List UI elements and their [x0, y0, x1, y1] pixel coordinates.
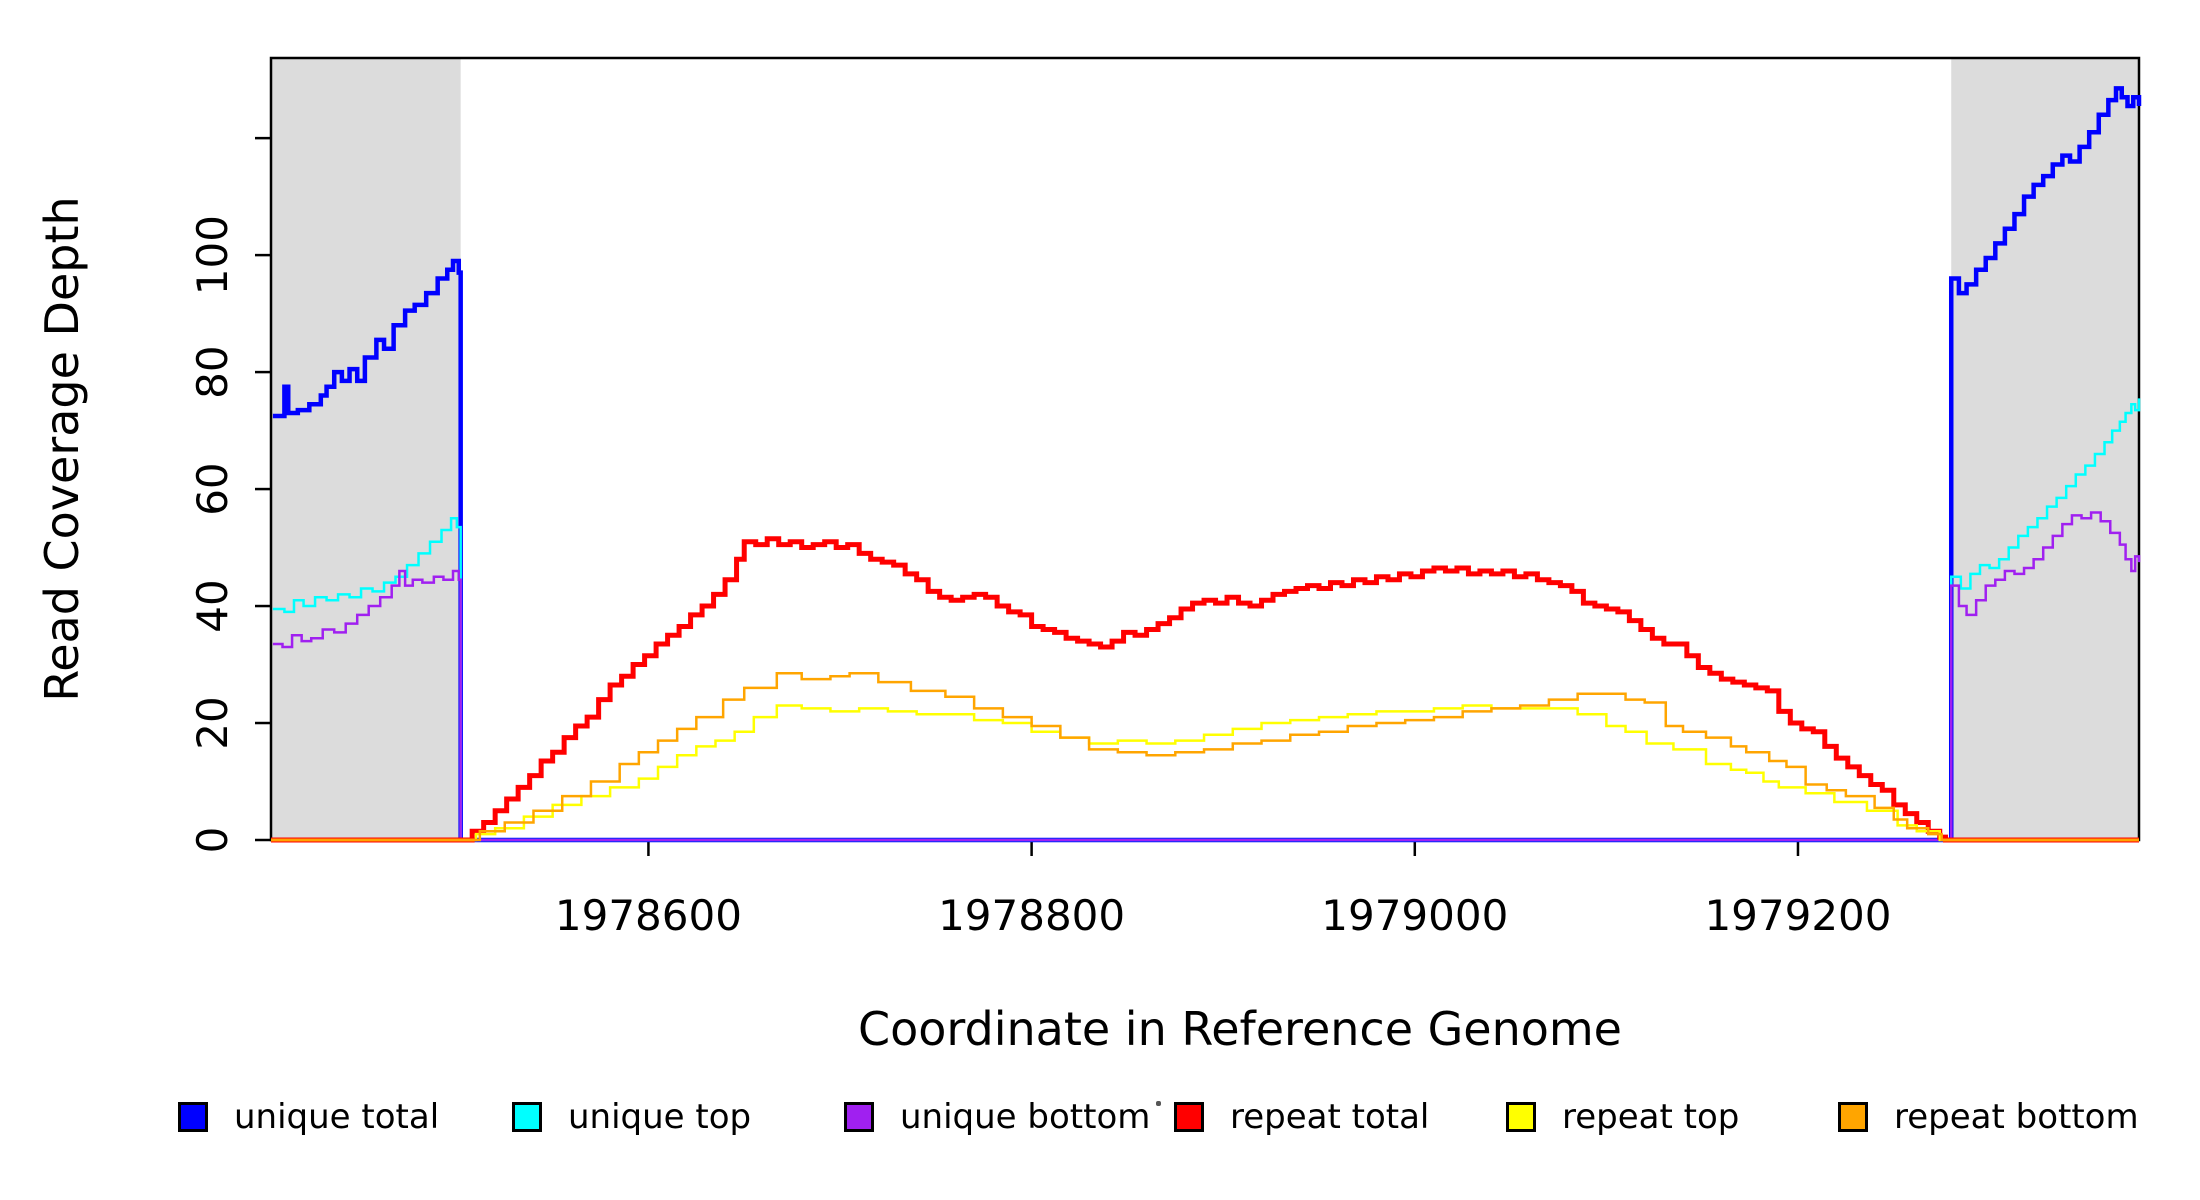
- y-axis-tick-label: 0: [188, 827, 237, 854]
- series-unique-top: [272, 398, 2141, 842]
- y-axis-tick-label: 60: [188, 462, 237, 515]
- legend-label: repeat bottom: [1894, 1097, 2139, 1137]
- legend-item-unique-total: unique total: [178, 1097, 440, 1137]
- legend-label: unique total: [234, 1097, 440, 1137]
- x-axis-tick-label: 1978600: [555, 891, 742, 940]
- stray-dot-artifact: [1156, 1101, 1161, 1106]
- y-axis-title: Read Coverage Depth: [35, 196, 89, 701]
- x-axis-title: Coordinate in Reference Genome: [858, 1002, 1622, 1056]
- repeat-total-swatch-icon: [1174, 1102, 1204, 1132]
- repeat-top-swatch-icon: [1506, 1102, 1536, 1132]
- unique-total-swatch-icon: [178, 1102, 208, 1132]
- y-axis-tick-label: 100: [188, 215, 237, 295]
- x-axis-tick-label: 1978800: [938, 891, 1125, 940]
- legend-item-repeat-top: repeat top: [1506, 1097, 1740, 1137]
- legend-item-unique-bottom: unique bottom: [844, 1097, 1151, 1137]
- legend-item-unique-top: unique top: [512, 1097, 752, 1137]
- legend-item-repeat-bottom: repeat bottom: [1838, 1097, 2139, 1137]
- series-unique-total: [272, 86, 2142, 843]
- legend-label: unique bottom: [900, 1097, 1151, 1137]
- legend-label: unique top: [568, 1097, 752, 1137]
- y-axis-tick-label: 80: [188, 345, 237, 398]
- series-repeat-top: [271, 704, 2139, 842]
- y-axis-tick-label: 20: [188, 696, 237, 749]
- legend-item-repeat-total: repeat total: [1174, 1097, 1430, 1137]
- shaded-region-right-unique-flank: [1951, 58, 2139, 840]
- unique-bottom-swatch-icon: [844, 1102, 874, 1132]
- unique-top-swatch-icon: [512, 1102, 542, 1132]
- legend-label: repeat top: [1562, 1097, 1740, 1137]
- repeat-bottom-swatch-icon: [1838, 1102, 1868, 1132]
- x-axis-tick-label: 1979000: [1321, 891, 1508, 940]
- series-repeat-bottom: [271, 672, 2139, 842]
- legend-label: repeat total: [1230, 1097, 1430, 1137]
- series-repeat-total: [271, 536, 2139, 843]
- x-axis-tick-label: 1979200: [1704, 891, 1891, 940]
- y-axis-tick-label: 40: [188, 579, 237, 632]
- series-unique-bottom: [272, 511, 2141, 842]
- plot-border: [269, 56, 2141, 842]
- shaded-region-left-unique-flank: [271, 58, 461, 840]
